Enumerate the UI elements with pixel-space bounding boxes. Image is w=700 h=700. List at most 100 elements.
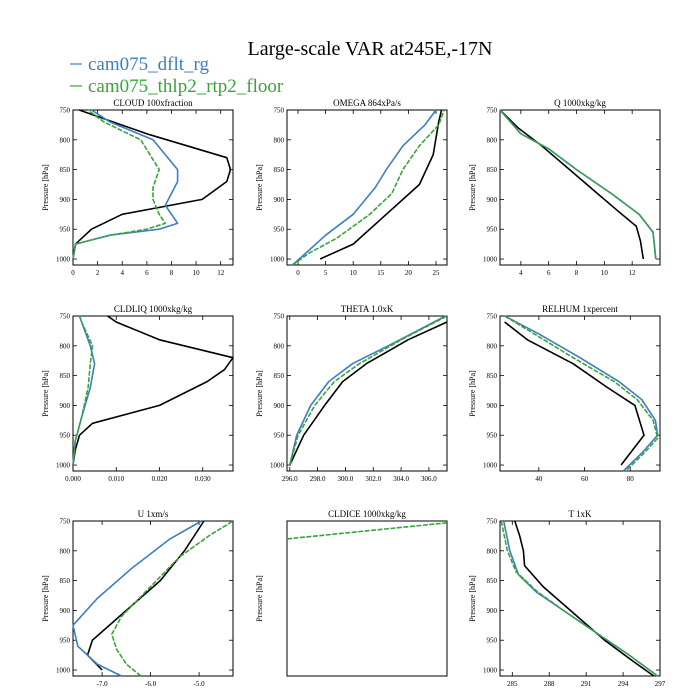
x-tick-label: 306.0	[421, 475, 437, 483]
x-tick-label: 0	[71, 269, 75, 277]
x-tick-label: 8	[170, 269, 174, 277]
x-tick-label: 0.000	[65, 475, 81, 483]
x-tick-label: 297	[655, 680, 666, 688]
y-tick-label: 800	[60, 342, 71, 350]
y-tick-label: 850	[60, 372, 71, 380]
panel-1: OMEGA 864xPa/s Pressure [hPa] 750 800 850 900…	[255, 98, 448, 277]
x-tick-label: 8	[575, 269, 579, 277]
y-tick-label: 750	[60, 107, 71, 115]
y-tick-label: 900	[274, 196, 285, 204]
series-line-dflt	[504, 315, 659, 472]
y-tick-label: 750	[487, 313, 498, 321]
legend-label-thlp2: cam075_thlp2_rtp2_floor	[88, 76, 284, 97]
y-tick-label: 850	[274, 372, 285, 380]
series-line-thlp2	[111, 520, 234, 677]
x-tick-label: 10	[601, 269, 609, 277]
plot-frame	[72, 315, 234, 472]
y-tick-label: 850	[487, 166, 498, 174]
series-line-obs	[514, 520, 655, 677]
panel-title: RELHUM 1xpercent	[542, 304, 618, 314]
y-tick-label: 900	[60, 196, 71, 204]
y-tick-label: 750	[274, 107, 285, 115]
plot-frame	[286, 315, 448, 472]
x-tick-label: 300.0	[338, 475, 354, 483]
y-tick-label: 1000	[483, 667, 498, 675]
y-tick-label: 900	[487, 196, 498, 204]
series-line-obs	[72, 315, 234, 466]
x-tick-label: 288	[544, 680, 555, 688]
panel-title: CLOUD 100xfraction	[113, 98, 193, 108]
panel-2: Q 1000xkg/kg Pressure [hPa] 750 800 850 900 95…	[468, 98, 661, 277]
y-tick-label: 800	[60, 547, 71, 555]
y-tick-label: 1000	[483, 462, 498, 470]
y-tick-label: 750	[274, 313, 285, 321]
y-tick-label: 1000	[56, 256, 71, 264]
panel-title: THETA 1.0xK	[341, 304, 394, 314]
y-tick-label: 1000	[270, 462, 285, 470]
panel-3: CLDLIQ 1000xkg/kg Pressure [hPa] 750 800 850…	[41, 304, 234, 483]
y-axis-label: Pressure [hPa]	[41, 164, 50, 211]
y-tick-label: 900	[487, 402, 498, 410]
y-tick-label: 950	[487, 226, 498, 234]
x-tick-label: -7.0	[97, 680, 109, 688]
panel-8: T 1xK Pressure [hPa] 750 800 850 900 950 1000 28…	[468, 509, 666, 688]
panel-0: CLOUD 100xfraction Pressure [hPa] 750 800 85…	[41, 98, 234, 277]
y-tick-label: 950	[60, 637, 71, 645]
x-tick-label: 296.0	[282, 475, 298, 483]
series-line-dflt	[72, 520, 202, 677]
y-axis-label: Pressure [hPa]	[41, 575, 50, 622]
x-tick-label: 285	[507, 680, 518, 688]
x-tick-label: 298.0	[310, 475, 326, 483]
y-tick-label: 800	[274, 342, 285, 350]
y-axis-label: Pressure [hPa]	[468, 370, 477, 417]
series-line-obs	[289, 321, 448, 466]
y-tick-label: 750	[60, 313, 71, 321]
y-axis-label: Pressure [hPa]	[255, 370, 264, 417]
y-tick-label: 1000	[270, 256, 285, 264]
y-axis-label: Pressure [hPa]	[255, 164, 264, 211]
series-line-thlp2	[286, 522, 448, 540]
y-tick-label: 1000	[483, 256, 498, 264]
series-line-thlp2	[292, 109, 445, 266]
x-tick-label: 0.030	[195, 475, 211, 483]
x-tick-label: 10	[193, 269, 201, 277]
series-line-obs	[499, 109, 645, 260]
series-line-dflt	[72, 315, 96, 466]
y-tick-label: 900	[274, 402, 285, 410]
x-tick-label: 0	[296, 269, 300, 277]
series-line-thlp2	[504, 315, 659, 472]
x-tick-label: 12	[629, 269, 637, 277]
series-line-dflt	[502, 520, 658, 677]
x-tick-label: 302.0	[365, 475, 381, 483]
panel-5: RELHUM 1xpercent Pressure [hPa] 750 800 850 9…	[468, 304, 661, 483]
y-tick-label: 1000	[56, 462, 71, 470]
y-tick-label: 750	[60, 518, 71, 526]
y-tick-label: 950	[487, 432, 498, 440]
x-tick-label: 0.020	[152, 475, 168, 483]
y-axis-label: Pressure [hPa]	[41, 370, 50, 417]
y-axis-label: Pressure [hPa]	[468, 575, 477, 622]
series-line-dflt	[289, 315, 446, 466]
plot-frame	[72, 109, 234, 266]
series-line-thlp2	[72, 109, 167, 260]
plot-frame	[499, 109, 661, 266]
series-line-obs	[504, 321, 645, 466]
series-line-obs	[319, 109, 443, 260]
x-tick-label: 0.010	[108, 475, 124, 483]
plot-frame	[286, 109, 448, 266]
y-tick-label: 850	[274, 166, 285, 174]
panel-title: CLDLIQ 1000xkg/kg	[114, 304, 193, 314]
x-tick-label: 40	[535, 475, 543, 483]
x-tick-label: 4	[120, 269, 124, 277]
panel-4: THETA 1.0xK Pressure [hPa] 750 800 850 900 950…	[255, 304, 448, 483]
panel-title: T 1xK	[568, 509, 592, 519]
plot-frame	[286, 520, 448, 677]
legend: cam075_dflt_rg cam075_thlp2_rtp2_floor	[70, 54, 284, 97]
x-tick-label: 2	[96, 269, 100, 277]
series-line-dflt	[291, 109, 437, 266]
y-tick-label: 950	[274, 432, 285, 440]
y-tick-label: 850	[60, 166, 71, 174]
x-tick-label: -5.0	[194, 680, 206, 688]
y-axis-label: Pressure [hPa]	[468, 164, 477, 211]
